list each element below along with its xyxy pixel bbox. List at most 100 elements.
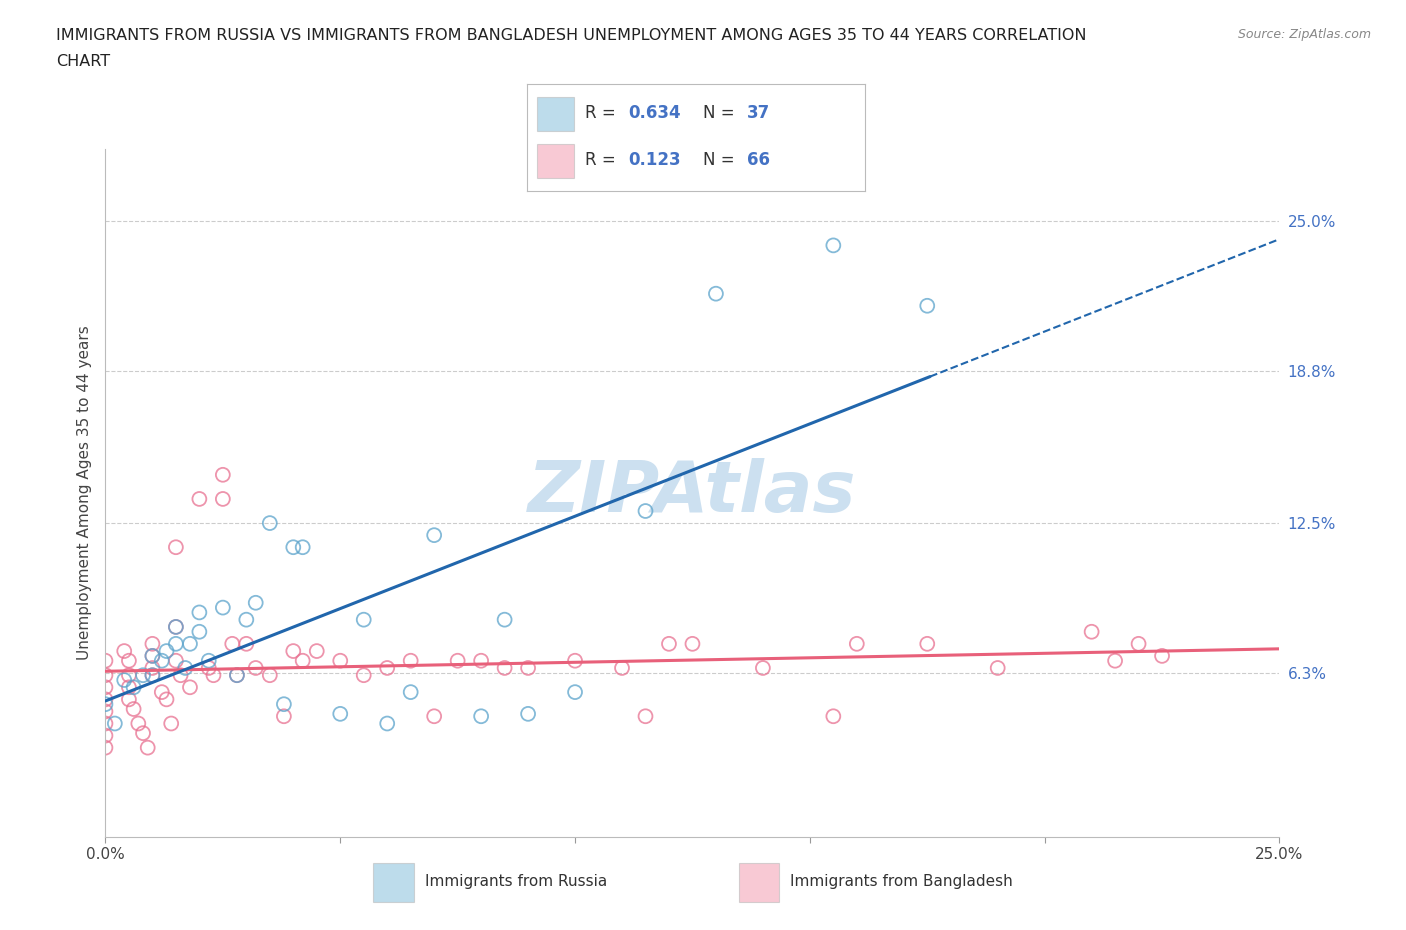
Point <box>681 636 703 651</box>
Point <box>658 636 681 651</box>
Point <box>211 600 233 615</box>
Point <box>132 725 155 740</box>
Y-axis label: Unemployment Among Ages 35 to 44 years: Unemployment Among Ages 35 to 44 years <box>77 326 93 660</box>
Point <box>305 644 328 658</box>
Point <box>188 605 211 620</box>
Point <box>353 668 375 683</box>
Point <box>283 644 305 658</box>
Point <box>610 660 633 675</box>
Text: IMMIGRANTS FROM RUSSIA VS IMMIGRANTS FROM BANGLADESH UNEMPLOYMENT AMONG AGES 35 : IMMIGRANTS FROM RUSSIA VS IMMIGRANTS FRO… <box>56 28 1087 43</box>
Point <box>987 660 1010 675</box>
Text: 0.634: 0.634 <box>628 103 681 122</box>
Point <box>141 636 163 651</box>
Point <box>122 680 145 695</box>
Point <box>104 716 127 731</box>
Point <box>141 668 163 683</box>
Point <box>179 636 201 651</box>
Point <box>399 653 422 668</box>
Point <box>165 653 187 668</box>
Point <box>353 612 375 627</box>
Point <box>1080 624 1102 639</box>
Point <box>94 740 117 755</box>
Point <box>155 644 177 658</box>
Point <box>112 672 135 687</box>
Point <box>1104 653 1126 668</box>
Point <box>202 668 225 683</box>
Point <box>1150 648 1173 663</box>
Point <box>375 716 398 731</box>
Text: Source: ZipAtlas.com: Source: ZipAtlas.com <box>1237 28 1371 41</box>
FancyBboxPatch shape <box>537 143 575 178</box>
Point <box>94 728 117 743</box>
Point <box>517 660 540 675</box>
Point <box>118 653 141 668</box>
Text: N =: N = <box>703 103 740 122</box>
Point <box>283 539 305 554</box>
Point <box>165 539 187 554</box>
Point <box>141 648 163 663</box>
Point <box>752 660 775 675</box>
Point <box>165 636 187 651</box>
Point <box>211 491 233 506</box>
Point <box>399 684 422 699</box>
Point <box>259 515 281 530</box>
Point <box>94 697 117 711</box>
Point <box>122 701 145 716</box>
Point <box>160 716 183 731</box>
FancyBboxPatch shape <box>374 863 413 902</box>
Point <box>245 595 267 610</box>
Point <box>634 503 657 518</box>
Point <box>118 680 141 695</box>
Point <box>273 697 295 711</box>
Point <box>174 660 197 675</box>
Point <box>470 653 492 668</box>
Point <box>94 680 117 695</box>
Point <box>188 491 211 506</box>
Point <box>112 644 135 658</box>
Point <box>564 653 586 668</box>
Point <box>94 653 117 668</box>
Point <box>470 709 492 724</box>
Point <box>494 612 516 627</box>
Point <box>634 709 657 724</box>
Point <box>494 660 516 675</box>
Text: 0.123: 0.123 <box>628 151 681 168</box>
Point <box>845 636 868 651</box>
Point <box>291 653 314 668</box>
Point <box>704 286 727 301</box>
FancyBboxPatch shape <box>740 863 779 902</box>
Point <box>226 668 249 683</box>
Point <box>291 539 314 554</box>
Point <box>235 636 257 651</box>
Point <box>141 668 163 683</box>
Point <box>915 636 938 651</box>
Text: CHART: CHART <box>56 54 110 69</box>
Point <box>823 238 845 253</box>
Point <box>169 668 191 683</box>
Point <box>150 653 173 668</box>
Point <box>165 619 187 634</box>
Text: R =: R = <box>585 103 620 122</box>
Text: N =: N = <box>703 151 740 168</box>
Point <box>197 653 219 668</box>
Point <box>118 692 141 707</box>
Point <box>329 707 352 722</box>
Point <box>118 668 141 683</box>
FancyBboxPatch shape <box>537 97 575 131</box>
Point <box>446 653 468 668</box>
Point <box>915 299 938 313</box>
Point <box>132 668 155 683</box>
Point <box>1128 636 1150 651</box>
Point <box>141 660 163 675</box>
Point <box>136 740 159 755</box>
Point <box>329 653 352 668</box>
Point <box>94 692 117 707</box>
Point <box>375 660 398 675</box>
Text: Immigrants from Russia: Immigrants from Russia <box>425 873 607 889</box>
Point <box>517 707 540 722</box>
Text: R =: R = <box>585 151 620 168</box>
Point <box>188 624 211 639</box>
Point <box>179 680 201 695</box>
Point <box>94 704 117 719</box>
Point <box>423 709 446 724</box>
